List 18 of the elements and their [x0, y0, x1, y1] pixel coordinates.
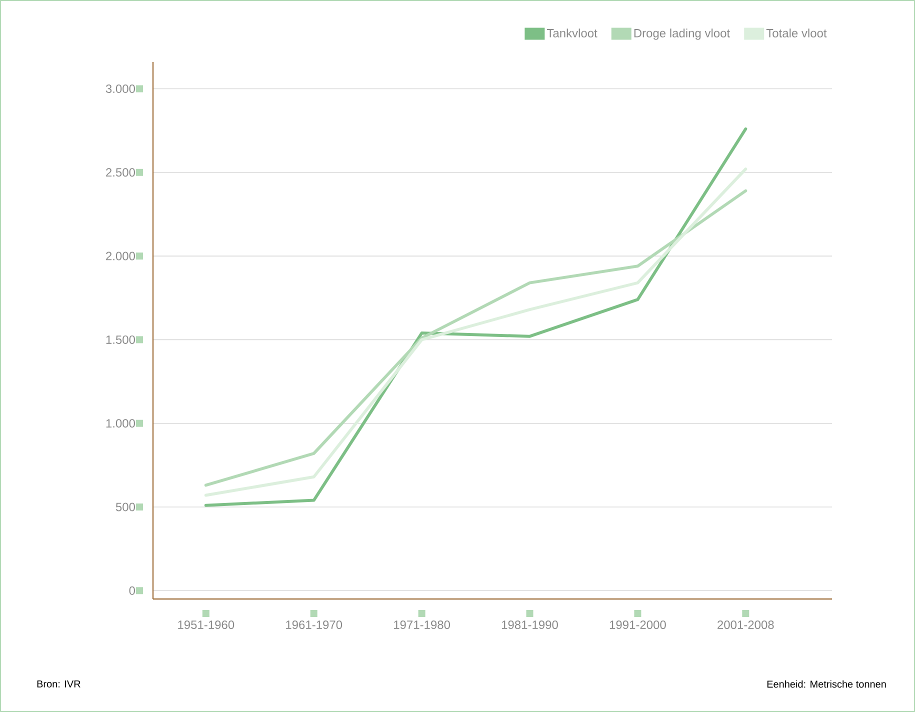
legend-label: Tankvloot	[546, 28, 598, 38]
y-tick-label: 3.000	[106, 84, 135, 93]
x-tick-label: 1991-2000	[610, 620, 666, 630]
x-tick-label: 1971-1980	[394, 620, 450, 630]
y-tick-label: 0	[129, 586, 136, 595]
text: Bron: IVR	[37, 680, 80, 688]
legend-label: Totale vloot	[766, 28, 827, 38]
text: Eenheid: Metrische tonnen	[767, 680, 886, 688]
y-tick-label: 2.500	[106, 168, 135, 177]
x-tick-label: 1961-1970	[286, 620, 342, 630]
y-tick-label: 2.000	[106, 252, 135, 260]
y-tick-label: 1.000	[106, 419, 135, 428]
x-tick-label: 2001-2008	[718, 620, 774, 630]
y-tick-label: 500	[116, 502, 135, 512]
legend-label: Droge lading vloot	[634, 28, 730, 40]
x-tick-label: 1981-1990	[502, 620, 558, 630]
x-tick-label: 1951-1960	[178, 620, 234, 630]
y-tick-label: 1.500	[106, 335, 135, 344]
